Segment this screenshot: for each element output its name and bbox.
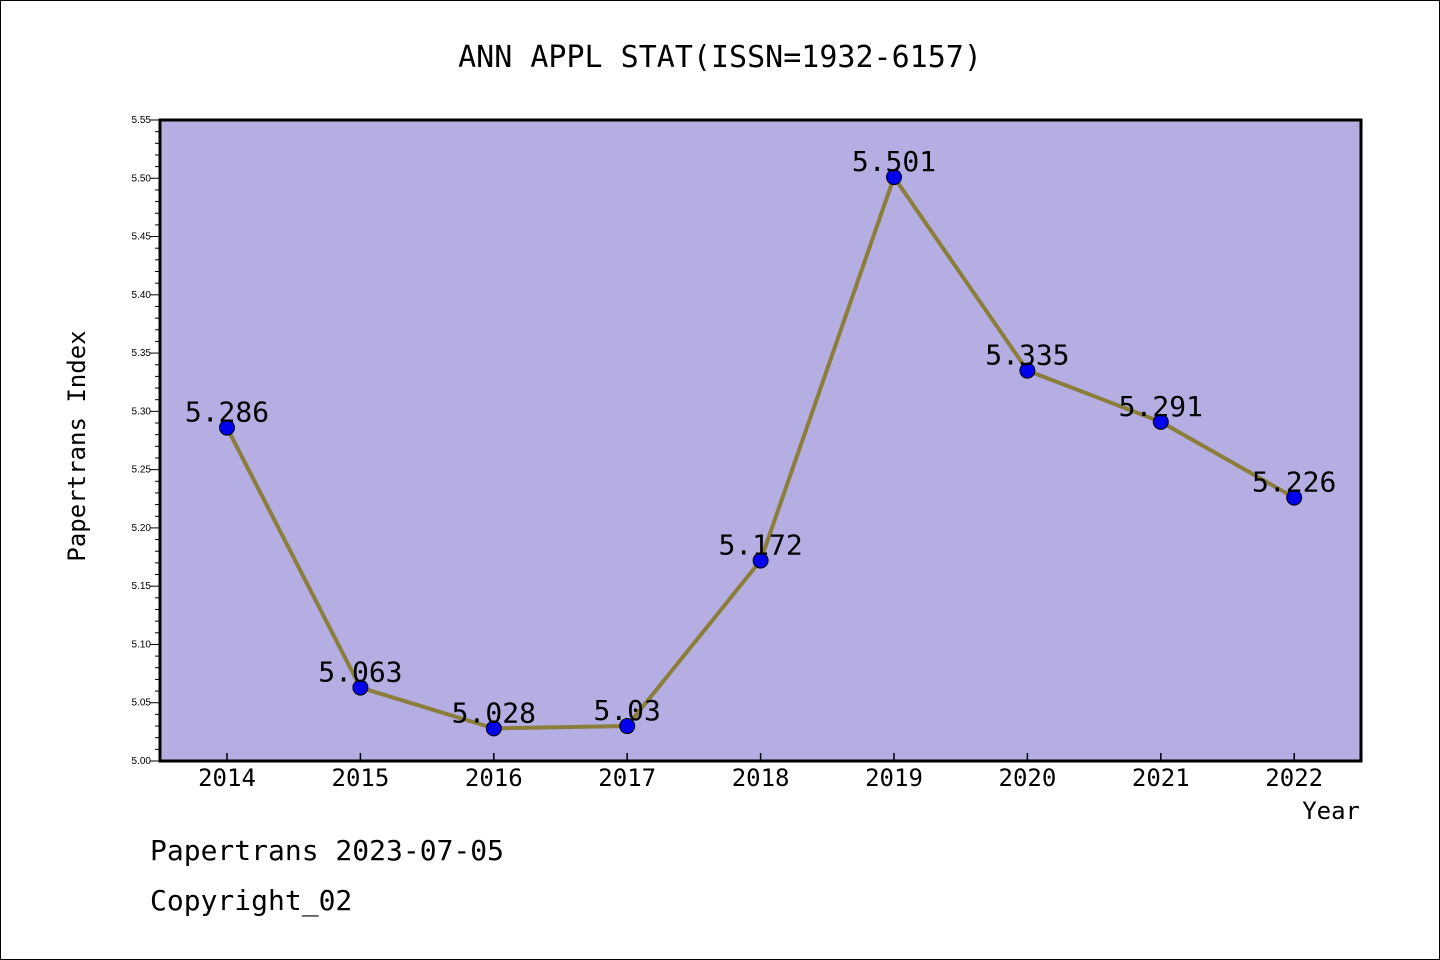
x-tick-label: 2017 xyxy=(598,764,656,792)
y-tick-label: 5.40 xyxy=(132,290,152,301)
data-labels: 5.286 5.063 5.028 5.03 5.172 5.501 5.335 5.291 5… xyxy=(185,145,1336,729)
y-tick-label: 5.25 xyxy=(132,465,152,476)
data-label: 5.03 xyxy=(593,694,660,727)
y-tick-label: 5.00 xyxy=(132,756,152,767)
data-label: 5.172 xyxy=(718,529,802,562)
data-label: 5.063 xyxy=(318,656,402,689)
data-point xyxy=(1152,413,1169,430)
footer-copyright: Copyright_02 xyxy=(150,884,353,917)
data-point xyxy=(752,552,769,569)
y-tick-label: 5.15 xyxy=(132,581,152,592)
y-tick-label: 5.05 xyxy=(132,698,152,709)
y-axis-label: Papertrans Index xyxy=(63,330,91,561)
x-tick-label: 2020 xyxy=(999,764,1057,792)
data-point xyxy=(619,718,636,735)
data-point xyxy=(485,720,502,737)
x-tick-label: 2016 xyxy=(465,764,523,792)
data-label: 5.291 xyxy=(1119,390,1203,423)
x-tick-label: 2022 xyxy=(1265,764,1323,792)
data-point xyxy=(1286,489,1303,506)
data-label: 5.286 xyxy=(185,396,269,429)
y-axis: 5.00 5.05 5.10 5.15 5.20 5.25 5.30 5.35 5.40 5.45… xyxy=(132,115,160,767)
x-tick-label: 2014 xyxy=(198,764,256,792)
data-label: 5.226 xyxy=(1252,466,1336,499)
data-points xyxy=(219,169,1303,737)
y-tick-label: 5.10 xyxy=(132,639,152,650)
data-point xyxy=(219,419,235,436)
data-point xyxy=(1019,362,1036,379)
data-label: 5.028 xyxy=(452,696,536,729)
data-label: 5.501 xyxy=(852,145,936,178)
x-tick-label: 2019 xyxy=(865,764,923,792)
x-tick-label: 2015 xyxy=(332,764,390,792)
y-tick-label: 5.35 xyxy=(132,348,152,359)
data-point xyxy=(886,169,902,186)
y-tick-label: 5.20 xyxy=(132,523,152,534)
chart-title: ANN APPL STAT(ISSN=1932-6157) xyxy=(458,40,982,75)
plot-area xyxy=(158,118,1363,763)
y-tick-label: 5.30 xyxy=(132,406,152,417)
x-tick-label: 2021 xyxy=(1132,764,1190,792)
data-label: 5.335 xyxy=(985,339,1069,372)
y-tick-label: 5.50 xyxy=(132,173,152,184)
data-point xyxy=(352,679,369,696)
x-tick-label: 2018 xyxy=(732,764,790,792)
x-axis-label: Year xyxy=(1302,797,1360,825)
y-tick-label: 5.55 xyxy=(132,115,152,126)
footer-date: Papertrans 2023-07-05 xyxy=(150,834,505,867)
x-axis: 2014 2015 2016 2017 2018 2019 2020 2021 2022 xyxy=(198,753,1323,792)
y-tick-label: 5.45 xyxy=(132,232,152,243)
